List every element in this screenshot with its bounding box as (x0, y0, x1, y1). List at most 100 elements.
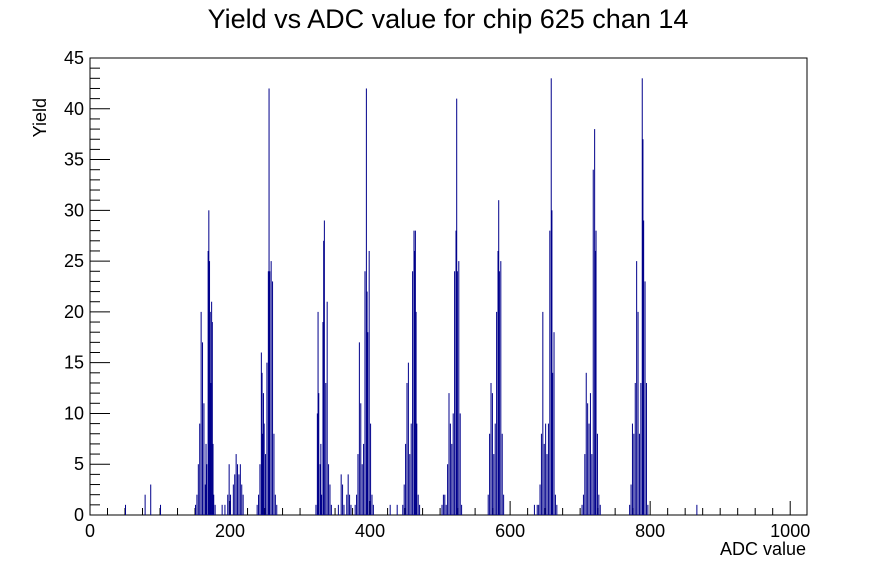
y-axis-label: Yield (30, 98, 50, 137)
histogram-bin (415, 311, 417, 515)
histogram-bin (361, 464, 363, 515)
histogram-bin (320, 443, 322, 515)
histogram-bin (321, 494, 323, 515)
histogram-bin (316, 413, 318, 515)
histogram-bin (358, 342, 360, 515)
histogram-bin (533, 504, 535, 515)
histogram-bin (160, 504, 162, 515)
histogram-bin (346, 494, 348, 515)
histogram-bin (270, 261, 272, 515)
y-tick-label: 35 (64, 150, 84, 170)
histogram-bin (205, 443, 207, 515)
histogram-bin (581, 504, 583, 515)
histogram-bin (500, 261, 502, 515)
histogram-bin (199, 423, 201, 515)
histogram-bin (389, 504, 391, 515)
histogram-bin (268, 88, 270, 515)
histogram-bin (363, 443, 365, 515)
histogram-bin (498, 200, 500, 515)
histogram-bin (405, 443, 407, 515)
histogram-bin (540, 433, 542, 515)
histogram-bin (547, 423, 549, 515)
histogram-bin (200, 311, 202, 515)
histogram-bin (496, 311, 498, 515)
histogram-bin (549, 230, 551, 515)
x-tick-label: 200 (215, 521, 245, 541)
histogram-bin (442, 494, 444, 515)
y-axis-tick-labels: 0 5 10 15 20 25 30 35 40 45 (64, 48, 84, 525)
histogram-bin (261, 372, 263, 515)
x-axis-ticks (89, 501, 791, 515)
histogram-bin (403, 484, 405, 515)
histogram-bin (367, 332, 369, 515)
histogram-bin (209, 261, 211, 515)
x-axis-label: ADC value (720, 539, 806, 559)
x-tick-label: 600 (495, 521, 525, 541)
histogram-bin (588, 423, 590, 515)
histogram-bin (354, 504, 356, 515)
histogram-bin (630, 484, 632, 515)
x-tick-label: 400 (355, 521, 385, 541)
histogram-bin (259, 464, 261, 515)
histogram-bin (326, 301, 328, 515)
histogram-bin (585, 372, 587, 515)
histogram-bin (503, 494, 505, 515)
histogram-bin (461, 504, 463, 515)
x-tick-label: 0 (85, 521, 95, 541)
histogram-bin (582, 494, 584, 515)
histogram-bin (554, 494, 556, 515)
histogram-bin (487, 494, 489, 515)
histogram-bin (637, 311, 639, 515)
histogram-bin (211, 322, 213, 515)
histogram-bin (444, 494, 446, 515)
histogram-bin (594, 250, 596, 515)
histogram-bin (638, 433, 640, 515)
y-tick-label: 20 (64, 302, 84, 322)
histogram-bin (150, 484, 152, 515)
histogram-bin (409, 454, 411, 515)
histogram-bin (546, 454, 548, 515)
histogram-bin (416, 423, 418, 515)
histogram-bin (634, 382, 636, 515)
histogram-bin (414, 230, 416, 515)
histogram-bin (266, 362, 268, 515)
histogram-bin (542, 311, 544, 515)
histogram-bin (552, 372, 554, 515)
histogram-bin (644, 281, 646, 515)
histogram-bin (262, 433, 264, 515)
histogram-bin (631, 423, 633, 515)
histogram-bin (357, 454, 359, 515)
histogram-bin (647, 504, 649, 515)
histogram-bin (221, 504, 223, 515)
x-tick-label: 800 (635, 521, 665, 541)
histogram-bin (273, 433, 275, 515)
histogram-bin (414, 250, 416, 515)
histogram-bin (447, 464, 449, 515)
histogram-bin (208, 210, 210, 515)
y-tick-label: 5 (74, 454, 84, 474)
histogram-bin (274, 494, 276, 515)
histogram-bin (323, 240, 325, 516)
histogram-bin (342, 484, 344, 515)
histogram-bin (458, 261, 460, 515)
histogram-bin (456, 98, 458, 516)
y-tick-label: 40 (64, 99, 84, 119)
histogram-bin (269, 271, 271, 515)
histogram-bin (144, 494, 146, 515)
histogram-bin (322, 322, 324, 515)
histogram-bin (641, 78, 643, 515)
histogram-bin (272, 281, 274, 515)
histogram-bin (455, 230, 457, 515)
histogram-bin (556, 504, 558, 515)
histogram-bin (203, 403, 205, 515)
histogram-bin (553, 332, 555, 515)
histogram-bin (491, 393, 493, 515)
histogram-bin (550, 78, 552, 515)
histogram-bin (242, 494, 244, 515)
histogram-bin (276, 504, 278, 515)
histogram-bin (267, 271, 269, 515)
y-axis-ticks (90, 57, 110, 516)
histogram-bin (340, 474, 342, 515)
